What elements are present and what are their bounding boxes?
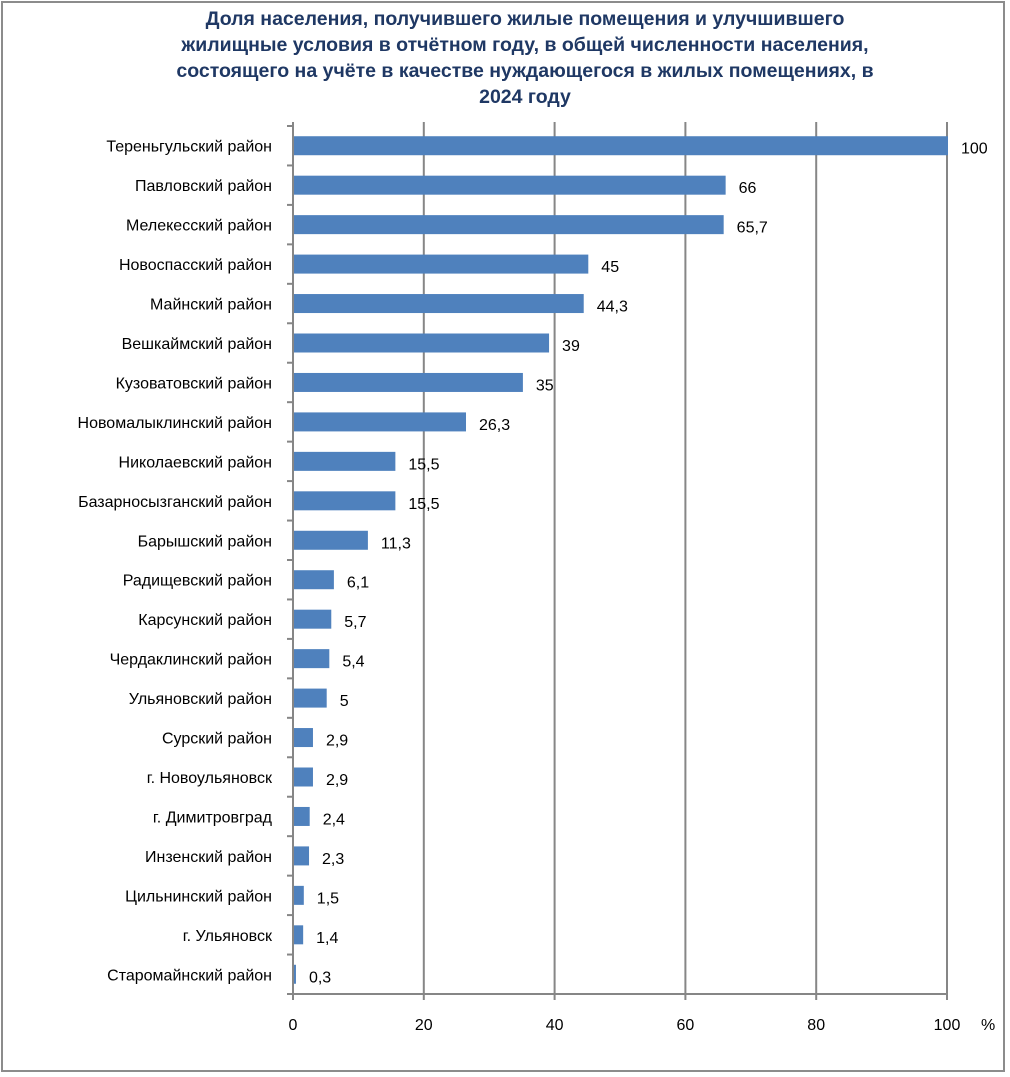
x-tick-label: 0 bbox=[289, 1017, 298, 1034]
category-label: Базарносызганский район bbox=[78, 494, 272, 511]
value-label: 2,3 bbox=[322, 851, 344, 868]
x-tick-label: 80 bbox=[807, 1017, 825, 1034]
axes bbox=[287, 122, 948, 1000]
category-label: Павловский район bbox=[135, 178, 272, 195]
value-label: 1,4 bbox=[316, 930, 338, 947]
x-tick-label: 40 bbox=[546, 1017, 564, 1034]
category-label: Барышский район bbox=[138, 533, 272, 550]
bar bbox=[294, 136, 948, 156]
bar bbox=[294, 333, 550, 353]
bar bbox=[294, 806, 310, 826]
category-label: Инзенский район bbox=[145, 849, 272, 866]
bars bbox=[294, 136, 948, 984]
bar bbox=[294, 530, 368, 550]
value-label: 66 bbox=[739, 180, 757, 197]
chart-title-line: Доля населения, получившего жилые помеще… bbox=[205, 8, 845, 30]
category-label: Ульяновский район bbox=[129, 691, 272, 708]
bar bbox=[294, 964, 296, 984]
x-tick-labels: 0 20 40 60 80 100 bbox=[289, 1017, 961, 1034]
bar bbox=[294, 649, 330, 669]
bar bbox=[294, 215, 724, 235]
bar bbox=[294, 294, 584, 314]
chart-title-line: 2024 году bbox=[479, 86, 571, 108]
value-label: 44,3 bbox=[597, 299, 628, 316]
chart-title: Доля населения, получившего жилые помеще… bbox=[100, 6, 950, 110]
category-label: Тереньгульский район bbox=[106, 139, 272, 156]
value-label: 2,4 bbox=[323, 811, 345, 828]
value-label: 11,3 bbox=[381, 535, 411, 552]
chart-title-line: состоящего на учёте в качестве нуждающег… bbox=[176, 60, 874, 82]
x-tick-label: 60 bbox=[677, 1017, 695, 1034]
category-label: Цильнинский район bbox=[125, 888, 272, 905]
value-label: 2,9 bbox=[326, 772, 348, 789]
bar bbox=[294, 412, 467, 432]
bar bbox=[294, 372, 523, 392]
category-label: Радищевский район bbox=[123, 573, 272, 590]
category-label: Старомайнский район bbox=[107, 967, 272, 984]
chart-title-line: жилищные условия в отчётном году, в обще… bbox=[181, 34, 869, 56]
bar bbox=[294, 925, 304, 945]
value-label: 5,7 bbox=[344, 614, 366, 631]
bar bbox=[294, 728, 313, 748]
value-label: 65,7 bbox=[737, 220, 768, 237]
category-label: Новомалыклинский район bbox=[78, 415, 272, 432]
value-label: 1,5 bbox=[317, 890, 339, 907]
value-label: 0,3 bbox=[309, 969, 331, 986]
bar bbox=[294, 846, 310, 866]
value-label: 39 bbox=[562, 338, 580, 355]
gridlines bbox=[422, 122, 948, 994]
bar bbox=[294, 451, 396, 471]
category-labels: Тереньгульский район Павловский район Меле… bbox=[78, 139, 273, 985]
bar bbox=[294, 175, 726, 195]
category-label: Карсунский район bbox=[138, 612, 272, 629]
value-label: 45 bbox=[601, 259, 619, 276]
x-tick-label: 100 bbox=[934, 1017, 961, 1034]
value-label: 15,5 bbox=[408, 496, 439, 513]
category-label: Чердаклинский район bbox=[110, 652, 272, 669]
value-label: 5 bbox=[340, 693, 349, 710]
bar bbox=[294, 609, 332, 629]
category-label: г. Димитровград bbox=[153, 809, 273, 826]
value-label: 26,3 bbox=[479, 417, 510, 434]
value-label: 15,5 bbox=[408, 456, 439, 473]
value-label: 35 bbox=[536, 377, 554, 394]
category-label: Вешкаймский район bbox=[122, 336, 272, 353]
category-label: Николаевский район bbox=[119, 454, 272, 471]
value-label: 2,9 bbox=[326, 733, 348, 750]
bar bbox=[294, 254, 589, 274]
category-label: Сурский район bbox=[162, 731, 272, 748]
bar bbox=[294, 885, 304, 905]
x-axis-unit-label: % bbox=[981, 1017, 995, 1034]
bar bbox=[294, 688, 327, 708]
value-label: 100 bbox=[961, 141, 988, 158]
category-label: Новоспасский район bbox=[119, 257, 272, 274]
category-label: Майнский район bbox=[150, 297, 272, 314]
value-labels: 100 66 65,7 45 44,3 39 35 26,3 15,5 15,5 11,3 6,1 5,… bbox=[309, 141, 988, 987]
bar bbox=[294, 570, 334, 590]
x-tick-label: 20 bbox=[415, 1017, 433, 1034]
category-label: Мелекесский район bbox=[126, 218, 272, 235]
category-label: Кузоватовский район bbox=[116, 375, 272, 392]
bar bbox=[294, 491, 396, 511]
bar bbox=[294, 767, 313, 787]
category-label: г. Ульяновск bbox=[183, 928, 273, 945]
category-label: г. Новоульяновск bbox=[147, 770, 273, 787]
value-label: 6,1 bbox=[347, 575, 369, 592]
value-label: 5,4 bbox=[342, 654, 364, 671]
